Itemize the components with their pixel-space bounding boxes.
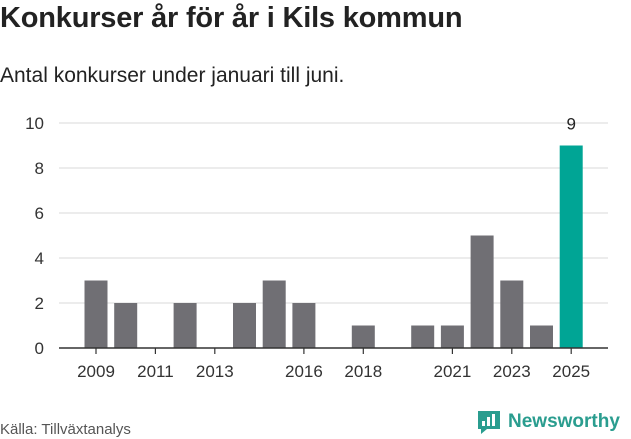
data-label: 9 [566, 115, 575, 134]
bar [173, 303, 197, 348]
x-tick-label: 2013 [196, 362, 234, 381]
bar [84, 280, 108, 348]
y-tick-label: 10 [25, 114, 44, 133]
x-tick-label: 2023 [493, 362, 531, 381]
x-tick-label: 2009 [77, 362, 115, 381]
newsworthy-brand[interactable]: Newsworthy [476, 408, 620, 436]
bar [292, 303, 316, 348]
bar [470, 235, 494, 348]
bar [530, 325, 553, 348]
x-tick-label: 2016 [285, 362, 323, 381]
bar [440, 325, 464, 348]
source-note: Källa: Tillväxtanalys [0, 421, 131, 438]
bar [351, 325, 375, 348]
chart-title: Konkurser år för år i Kils kommun [0, 2, 463, 34]
bar [411, 325, 435, 348]
bar-highlight [559, 145, 583, 348]
bar [500, 280, 524, 348]
x-tick-label: 2018 [344, 362, 382, 381]
y-tick-label: 2 [35, 294, 44, 313]
newsworthy-brand-label: Newsworthy [508, 411, 620, 432]
x-tick-label: 2025 [552, 362, 590, 381]
x-tick-label: 2021 [433, 362, 471, 381]
bar [262, 280, 286, 348]
chart-subtitle: Antal konkurser under januari till juni. [0, 64, 345, 87]
y-tick-label: 4 [35, 249, 44, 268]
y-tick-label: 0 [35, 339, 44, 358]
y-tick-label: 8 [35, 159, 44, 178]
bar [114, 303, 138, 348]
y-tick-label: 6 [35, 204, 44, 223]
newsworthy-logo-icon [478, 411, 500, 434]
x-tick-label: 2011 [137, 362, 174, 381]
bar [233, 303, 256, 348]
